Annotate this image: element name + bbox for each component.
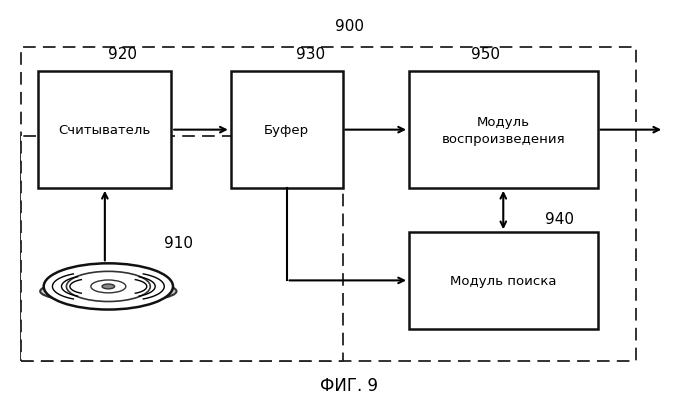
Text: 910: 910: [164, 235, 193, 250]
Text: 900: 900: [335, 18, 364, 34]
Text: 920: 920: [108, 47, 137, 62]
Text: Буфер: Буфер: [264, 124, 309, 137]
Text: Считыватель: Считыватель: [59, 124, 151, 137]
Ellipse shape: [102, 284, 115, 289]
Text: 940: 940: [545, 211, 574, 226]
Bar: [231, 72, 343, 188]
Ellipse shape: [40, 280, 176, 303]
Bar: [38, 72, 171, 188]
Bar: [409, 233, 598, 329]
Bar: [21, 136, 343, 361]
Ellipse shape: [91, 280, 126, 293]
Ellipse shape: [43, 264, 173, 310]
Text: Модуль поиска: Модуль поиска: [450, 274, 556, 287]
Bar: [409, 72, 598, 188]
Text: ФИГ. 9: ФИГ. 9: [321, 376, 378, 394]
Text: 930: 930: [296, 47, 326, 62]
Ellipse shape: [66, 272, 150, 302]
Text: 950: 950: [471, 47, 500, 62]
Bar: [21, 48, 636, 361]
Text: Модуль
воспроизведения: Модуль воспроизведения: [442, 115, 565, 145]
